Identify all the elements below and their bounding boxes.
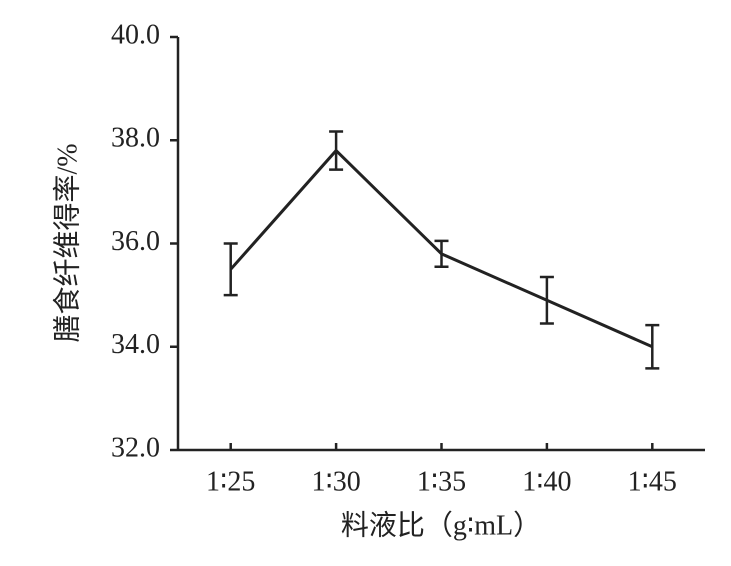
error-bar bbox=[434, 239, 449, 268]
y-tick-label: 34.0 bbox=[111, 329, 160, 360]
y-axis-label: 膳食纤维得率/% bbox=[51, 143, 83, 342]
x-axis-label: 料液比（g∶mL） bbox=[341, 509, 541, 541]
x-tick-label: 1∶45 bbox=[628, 466, 677, 497]
error-bar bbox=[223, 242, 238, 297]
y-tick-label: 38.0 bbox=[111, 123, 160, 154]
error-bar bbox=[539, 275, 554, 325]
y-tick-label: 32.0 bbox=[111, 432, 160, 463]
x-tick-label: 1∶35 bbox=[417, 466, 466, 497]
x-tick-label: 1∶40 bbox=[522, 466, 571, 497]
y-tick-label: 40.0 bbox=[111, 19, 160, 50]
error-bar bbox=[329, 130, 344, 171]
x-tick-label: 1∶25 bbox=[206, 466, 255, 497]
x-tick-label: 1∶30 bbox=[311, 466, 360, 497]
y-tick-label: 36.0 bbox=[111, 226, 160, 257]
error-bar bbox=[645, 323, 660, 370]
